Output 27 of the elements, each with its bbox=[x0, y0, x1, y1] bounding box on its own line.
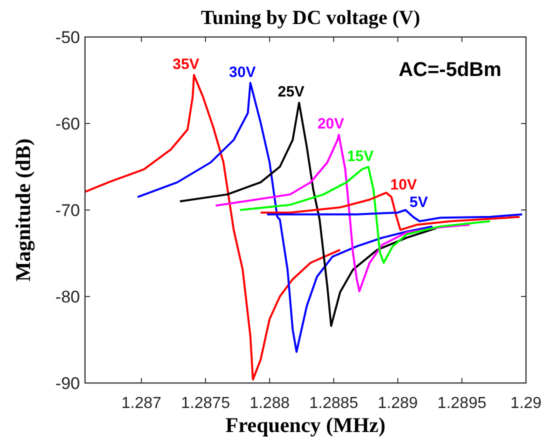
line-series bbox=[214, 134, 471, 292]
x-tick-label: 1.288 bbox=[250, 395, 290, 412]
series-label: 25V bbox=[278, 84, 304, 101]
chart-title: Tuning by DC voltage (V) bbox=[200, 7, 420, 29]
series-label: 15V bbox=[346, 148, 374, 165]
y-axis-title: Magnitude (dB) bbox=[11, 138, 35, 282]
x-axis-title: Frequency (MHz) bbox=[226, 413, 386, 437]
x-tick-label: 1.2895 bbox=[437, 395, 486, 412]
line-series bbox=[239, 166, 492, 264]
line-series bbox=[260, 192, 521, 231]
y-tick-label: -60 bbox=[55, 114, 80, 134]
series-label: 35V bbox=[172, 56, 200, 74]
x-tick-label: 1.29 bbox=[510, 395, 542, 412]
line-series bbox=[178, 102, 438, 327]
x-tick-label: 1.2885 bbox=[309, 395, 358, 412]
y-tick-label: -80 bbox=[55, 288, 80, 306]
annotation: AC=-5dBm bbox=[398, 59, 502, 81]
series-label: 20V bbox=[317, 116, 344, 133]
series-label: 10V bbox=[390, 176, 417, 194]
x-tick-label: 1.2875 bbox=[181, 395, 230, 412]
x-tick-label: 1.287 bbox=[121, 395, 162, 412]
x-tick-label: 1.289 bbox=[378, 395, 418, 412]
series-label: 5V bbox=[409, 194, 428, 211]
y-tick-label: -90 bbox=[55, 374, 80, 393]
y-tick-label: -50 bbox=[55, 28, 80, 47]
y-tick-label: -70 bbox=[55, 201, 80, 220]
series-label: 30V bbox=[229, 64, 256, 81]
